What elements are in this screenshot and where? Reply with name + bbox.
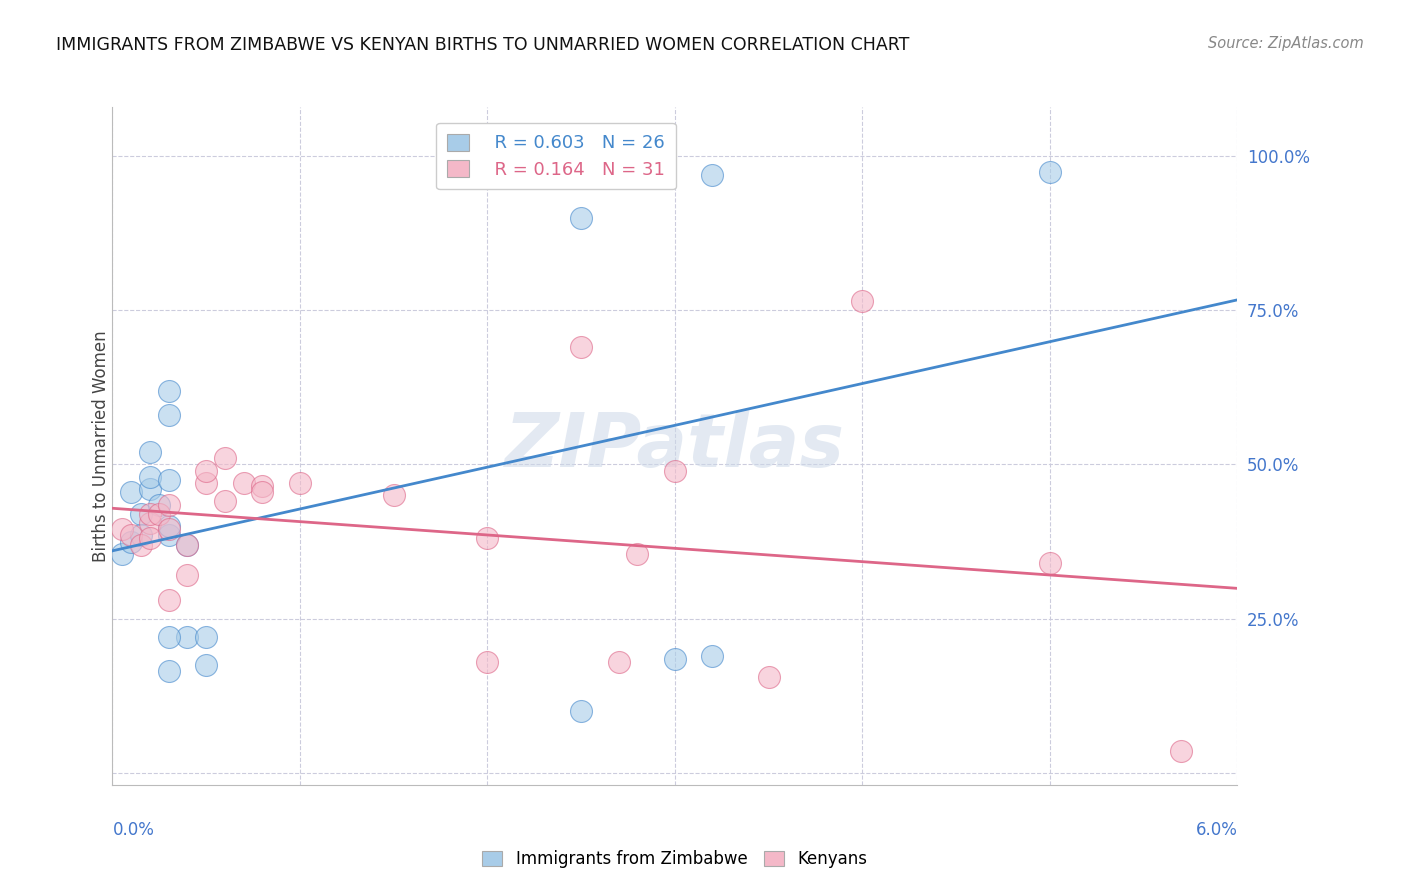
Text: IMMIGRANTS FROM ZIMBABWE VS KENYAN BIRTHS TO UNMARRIED WOMEN CORRELATION CHART: IMMIGRANTS FROM ZIMBABWE VS KENYAN BIRTH… xyxy=(56,36,910,54)
Legend:   R = 0.603   N = 26,   R = 0.164   N = 31: R = 0.603 N = 26, R = 0.164 N = 31 xyxy=(436,123,676,189)
Point xyxy=(157,519,180,533)
Point xyxy=(157,408,180,422)
Point xyxy=(607,655,630,669)
Point xyxy=(252,479,274,493)
Point xyxy=(120,534,142,549)
Y-axis label: Births to Unmarried Women: Births to Unmarried Women xyxy=(93,330,110,562)
Point xyxy=(176,538,198,552)
Point xyxy=(1039,556,1062,570)
Point xyxy=(851,294,873,309)
Point xyxy=(214,494,236,508)
Point xyxy=(157,498,180,512)
Point xyxy=(157,630,180,644)
Point xyxy=(195,464,218,478)
Point xyxy=(120,528,142,542)
Point xyxy=(129,538,152,552)
Point xyxy=(139,445,162,459)
Text: Source: ZipAtlas.com: Source: ZipAtlas.com xyxy=(1208,36,1364,51)
Point xyxy=(664,651,686,665)
Point xyxy=(139,532,162,546)
Point xyxy=(569,340,592,354)
Legend: Immigrants from Zimbabwe, Kenyans: Immigrants from Zimbabwe, Kenyans xyxy=(475,844,875,875)
Point xyxy=(195,475,218,490)
Point xyxy=(157,664,180,678)
Point xyxy=(569,704,592,718)
Point xyxy=(176,630,198,644)
Point xyxy=(120,485,142,500)
Text: 6.0%: 6.0% xyxy=(1195,821,1237,838)
Point xyxy=(111,547,134,561)
Point xyxy=(157,528,180,542)
Point xyxy=(195,657,218,672)
Point xyxy=(157,473,180,487)
Point xyxy=(477,532,499,546)
Text: ZIPatlas: ZIPatlas xyxy=(505,409,845,483)
Point xyxy=(382,488,405,502)
Point xyxy=(176,568,198,582)
Point xyxy=(139,470,162,484)
Point xyxy=(195,630,218,644)
Point xyxy=(758,670,780,684)
Point xyxy=(176,538,198,552)
Point xyxy=(139,507,162,521)
Point xyxy=(129,507,152,521)
Point xyxy=(139,482,162,496)
Point xyxy=(569,211,592,225)
Point xyxy=(477,655,499,669)
Point xyxy=(129,528,152,542)
Point xyxy=(214,451,236,466)
Point xyxy=(664,464,686,478)
Text: 0.0%: 0.0% xyxy=(112,821,155,838)
Point xyxy=(702,168,724,182)
Point xyxy=(148,498,170,512)
Point xyxy=(139,516,162,530)
Point xyxy=(626,547,648,561)
Point xyxy=(157,384,180,398)
Point xyxy=(157,522,180,536)
Point xyxy=(288,475,311,490)
Point xyxy=(111,522,134,536)
Point xyxy=(1170,744,1192,758)
Point xyxy=(1039,165,1062,179)
Point xyxy=(148,507,170,521)
Point xyxy=(232,475,254,490)
Point xyxy=(157,593,180,607)
Point xyxy=(702,648,724,663)
Point xyxy=(252,485,274,500)
